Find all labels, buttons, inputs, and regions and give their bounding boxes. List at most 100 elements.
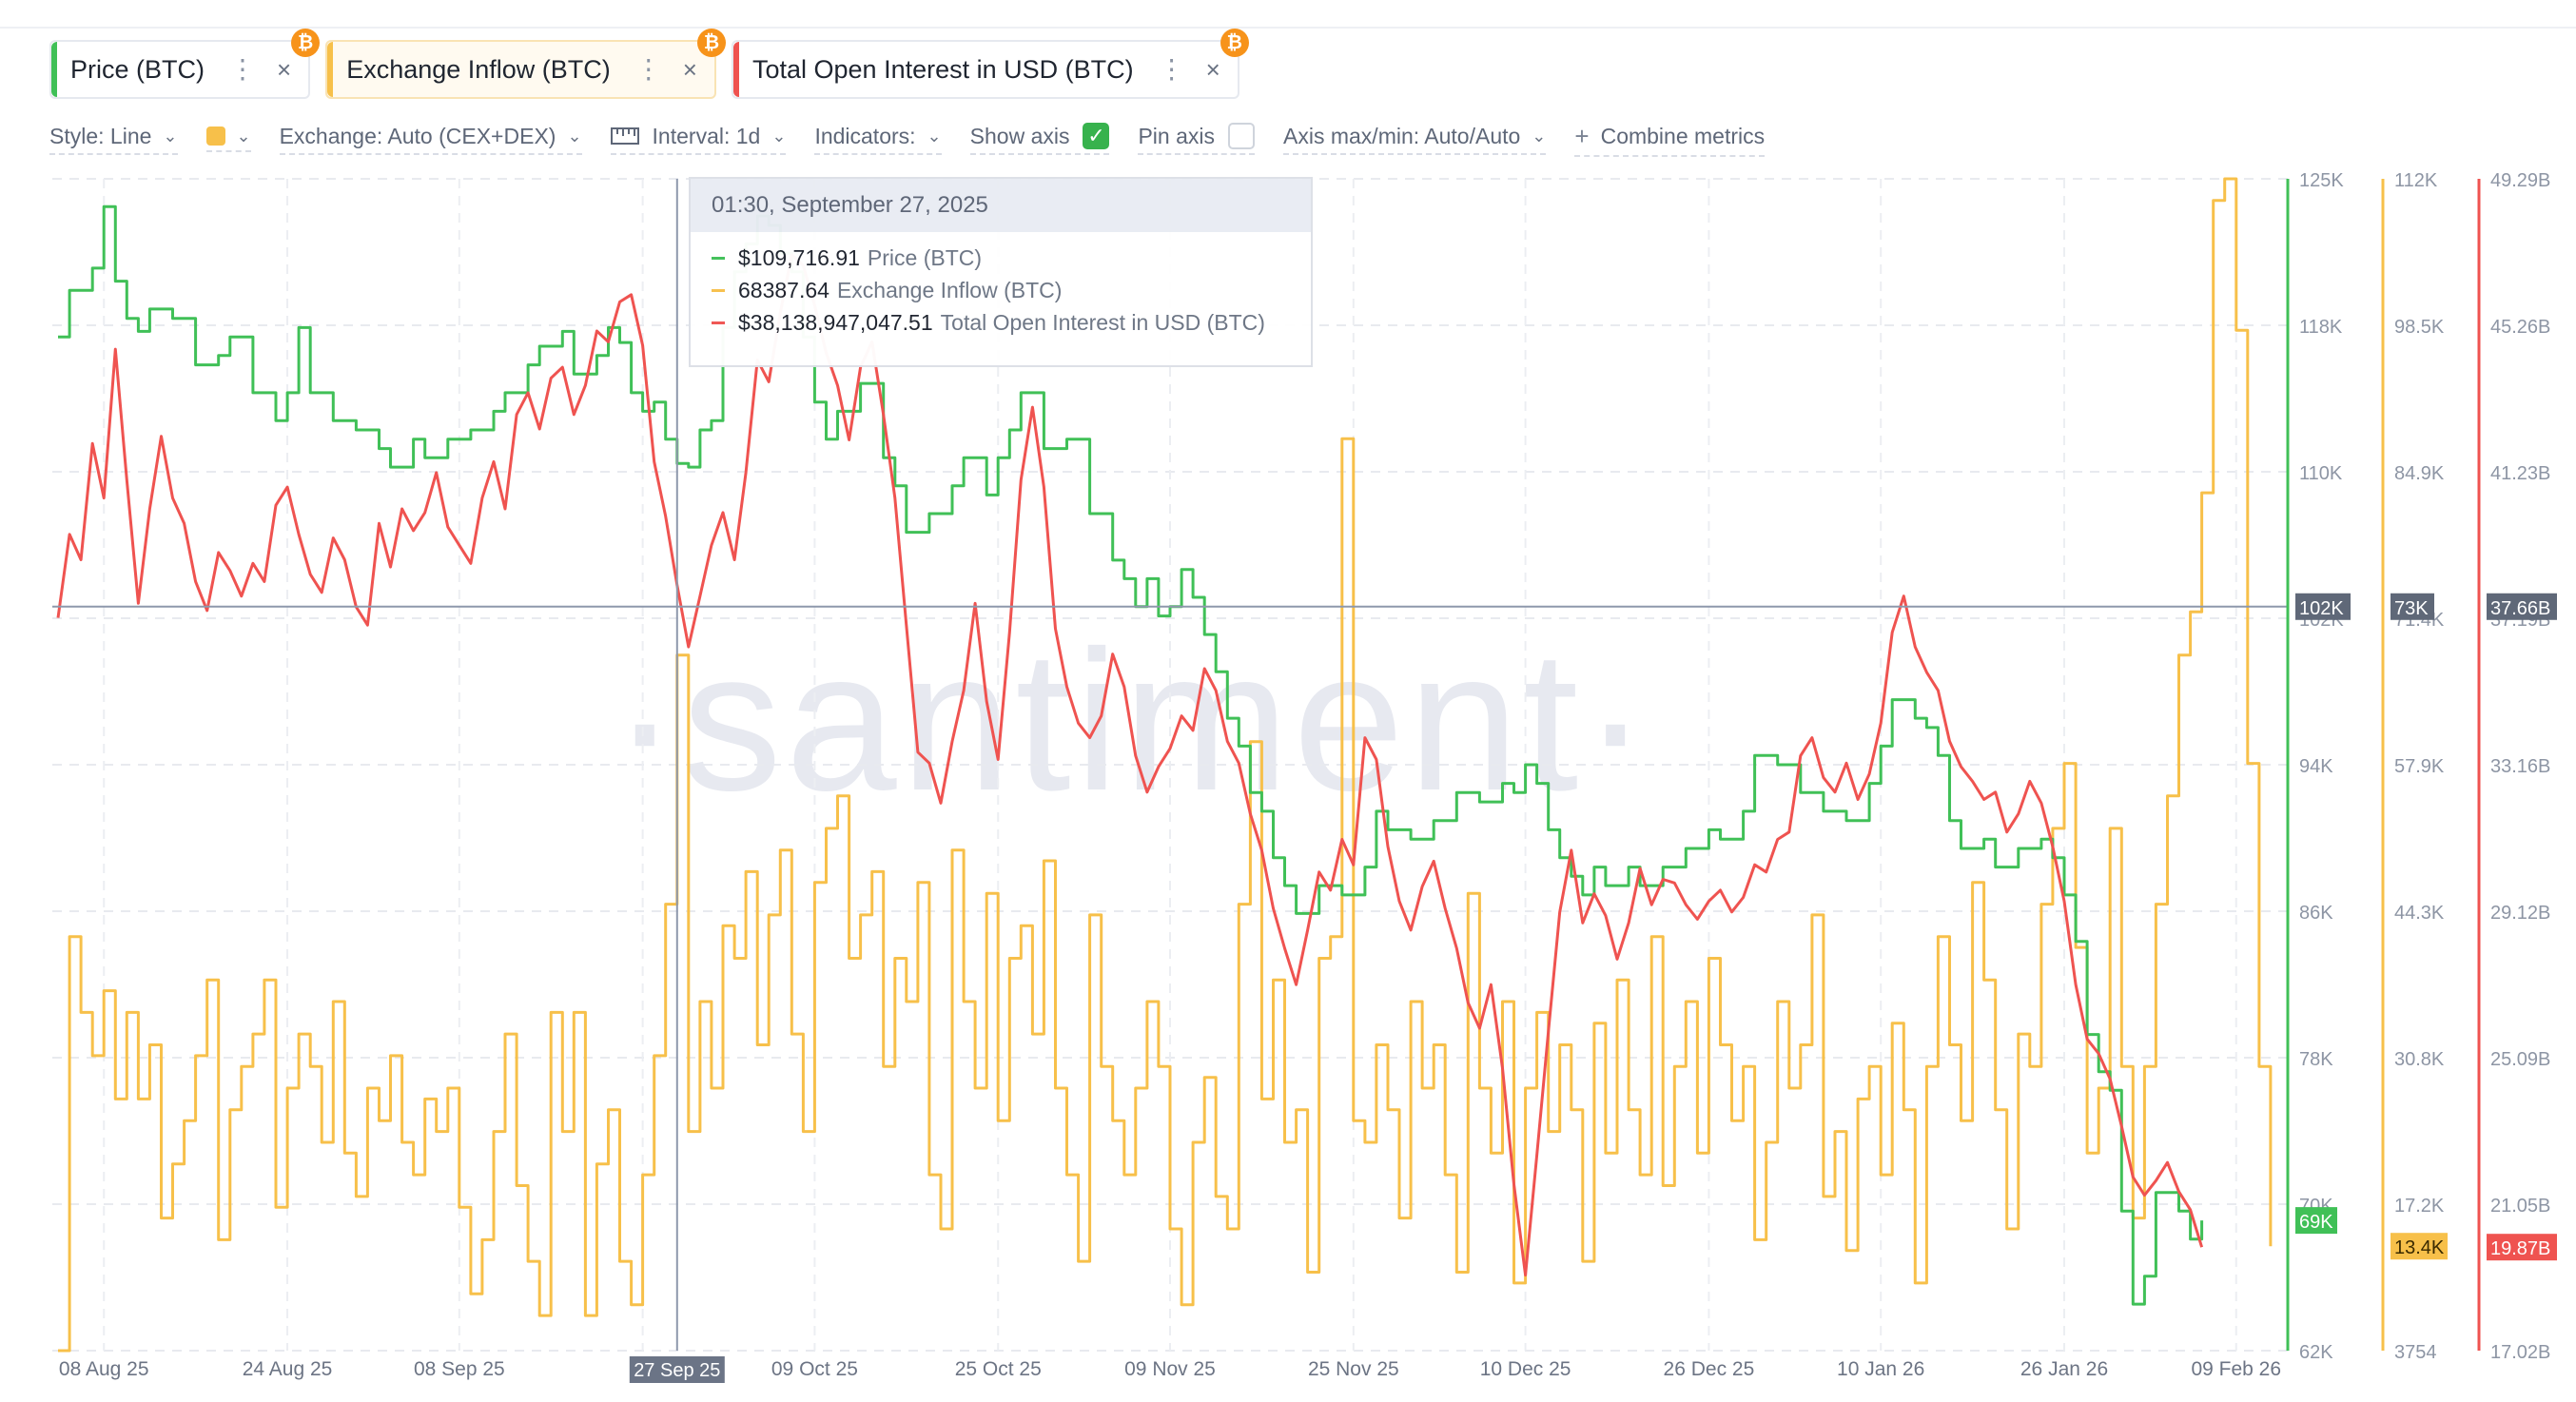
close-icon[interactable]: × (682, 54, 697, 84)
x-axis-tick-label: 08 Sep 25 (414, 1358, 505, 1380)
close-icon[interactable]: × (1205, 54, 1220, 84)
x-axis-tick-label: 25 Oct 25 (955, 1358, 1042, 1380)
chevron-down-icon: ⌄ (236, 126, 251, 146)
kebab-menu-icon[interactable]: ⋮ (634, 54, 662, 84)
x-axis-tick-label: 09 Nov 25 (1124, 1358, 1216, 1380)
pin-axis-toggle[interactable]: Pin axis (1138, 123, 1256, 155)
tooltip-swatch (712, 321, 725, 324)
y-axis-tick-label: 25.09B (2490, 1049, 2550, 1070)
chip-label: Total Open Interest in USD (BTC) (751, 54, 1134, 84)
current-value-label: 19.87B (2490, 1238, 2550, 1259)
color-picker[interactable]: ⌄ (205, 126, 251, 152)
metric-chips: Price (BTC) ⋮ × ₿ Exchange Inflow (BTC) … (49, 29, 1249, 101)
y-axis-tick-label: 29.12B (2490, 903, 2550, 924)
ruler-icon (610, 127, 639, 145)
y-axis-tick-label: 125K (2299, 170, 2344, 191)
tooltip-date: 01:30, September 27, 2025 (691, 179, 1311, 232)
crosshair-value-label: 37.66B (2490, 598, 2550, 619)
chevron-down-icon: ⌄ (163, 126, 178, 146)
bitcoin-icon: ₿ (291, 29, 321, 57)
checkbox-unchecked-icon[interactable] (1228, 123, 1256, 149)
color-swatch (205, 127, 225, 146)
indicators-dropdown[interactable]: Indicators: ⌄ (814, 123, 942, 155)
chart-toolbar: Style: Line ⌄ ⌄ Exchange: Auto (CEX+DEX)… (49, 120, 1766, 158)
chip-color-bar (732, 42, 739, 97)
y-axis-tick-label: 86K (2299, 903, 2333, 924)
tooltip-value: $38,138,947,047.51 (738, 309, 933, 335)
close-icon[interactable]: × (277, 54, 292, 84)
y-axis-tick-label: 94K (2299, 756, 2333, 777)
y-axis-tick-label: 112K (2394, 170, 2438, 191)
y-axis-tick-label: 78K (2299, 1049, 2333, 1070)
exchange-label: Exchange: Auto (CEX+DEX) (279, 123, 556, 148)
pin-axis-label: Pin axis (1138, 123, 1216, 148)
style-dropdown[interactable]: Style: Line ⌄ (49, 124, 178, 155)
y-axis-tick-label: 49.29B (2490, 170, 2550, 191)
crosshair-value-badge (2487, 593, 2557, 620)
plus-icon: + (1574, 121, 1590, 150)
metric-chip-exchange-inflow[interactable]: Exchange Inflow (BTC) ⋮ × ₿ (325, 29, 726, 99)
x-axis-highlight-badge (629, 1356, 725, 1383)
combine-metrics-button[interactable]: + Combine metrics (1574, 121, 1766, 157)
watermark-text: ·santiment· (612, 609, 1652, 832)
series-line-total-open-interest-in-usd-btc- (56, 253, 2204, 1277)
y-axis-tick-label: 17.02B (2490, 1342, 2550, 1363)
y-axis-tick-label: 21.05B (2490, 1196, 2550, 1217)
show-axis-toggle[interactable]: Show axis ✓ (969, 123, 1110, 155)
current-value-badge (2295, 1207, 2337, 1235)
y-axis-tick-label: 45.26B (2490, 317, 2550, 338)
checkbox-checked-icon[interactable]: ✓ (1083, 123, 1110, 149)
chevron-down-icon: ⌄ (567, 126, 582, 146)
hover-tooltip: 01:30, September 27, 2025 $109,716.91 Pr… (689, 177, 1313, 367)
current-value-badge (2391, 1233, 2448, 1260)
tooltip-value: $109,716.91 (738, 244, 860, 270)
chevron-down-icon: ⌄ (771, 126, 787, 146)
tooltip-metric-name: Total Open Interest in USD (BTC) (940, 309, 1265, 335)
tooltip-metric-name: Price (BTC) (867, 244, 983, 270)
kebab-menu-icon[interactable]: ⋮ (1158, 54, 1185, 84)
x-axis-tick-label: 09 Oct 25 (771, 1358, 858, 1380)
x-axis-tick-label: 26 Dec 25 (1664, 1358, 1755, 1380)
chip-label: Price (BTC) (70, 54, 205, 84)
y-axis-tick-label: 33.16B (2490, 756, 2550, 777)
y-axis-tick-label: 84.9K (2394, 463, 2445, 484)
combine-metrics-label: Combine metrics (1600, 123, 1766, 148)
top-divider (0, 27, 2576, 29)
x-axis-tick-label: 09 Feb 26 (2191, 1358, 2281, 1380)
y-axis-tick-label: 30.8K (2394, 1049, 2445, 1070)
crosshair-value-badge (2295, 593, 2351, 620)
y-axis-tick-label: 3754 (2394, 1342, 2437, 1363)
metric-chip-price[interactable]: Price (BTC) ⋮ × ₿ (49, 29, 321, 99)
tooltip-value: 68387.64 (738, 277, 829, 302)
x-axis-tick-label: 24 Aug 25 (243, 1358, 333, 1380)
series-line-exchange-inflow-btc- (58, 177, 2273, 1353)
chip-color-bar (327, 42, 334, 97)
metric-chip-open-interest[interactable]: Total Open Interest in USD (BTC) ⋮ × ₿ (731, 29, 1249, 99)
x-axis-tick-label: 10 Dec 25 (1480, 1358, 1571, 1380)
indicators-label: Indicators: (814, 123, 916, 148)
tooltip-metric-name: Exchange Inflow (BTC) (836, 277, 1063, 302)
current-value-label: 13.4K (2394, 1237, 2445, 1258)
interval-dropdown[interactable]: Interval: 1d ⌄ (610, 124, 787, 155)
crosshair-value-badge (2391, 593, 2434, 620)
exchange-dropdown[interactable]: Exchange: Auto (CEX+DEX) ⌄ (279, 123, 582, 155)
chip-color-bar (51, 42, 57, 97)
y-axis-tick-label: 118K (2299, 317, 2343, 338)
axis-maxmin-dropdown[interactable]: Axis max/min: Auto/Auto ⌄ (1283, 123, 1547, 155)
y-axis-tick-label: 41.23B (2490, 463, 2550, 484)
y-axis-tick-label: 98.5K (2394, 317, 2445, 338)
tooltip-row-price: $109,716.91 Price (BTC) (691, 242, 1311, 274)
y-axis-tick-label: 44.3K (2394, 903, 2445, 924)
chip-label: Exchange Inflow (BTC) (346, 54, 611, 84)
x-axis-tick-label: 08 Aug 25 (59, 1358, 149, 1380)
current-value-badge (2487, 1234, 2557, 1261)
y-axis-tick-label: 110K (2299, 463, 2343, 484)
chevron-down-icon: ⌄ (1532, 126, 1547, 146)
x-axis-tick-label: 26 Jan 26 (2020, 1358, 2108, 1380)
kebab-menu-icon[interactable]: ⋮ (229, 54, 256, 84)
axis-maxmin-label: Axis max/min: Auto/Auto (1283, 123, 1521, 148)
current-value-label: 69K (2299, 1212, 2333, 1233)
bitcoin-icon: ₿ (1220, 29, 1249, 57)
y-axis-tick-label: 17.2K (2394, 1196, 2445, 1217)
